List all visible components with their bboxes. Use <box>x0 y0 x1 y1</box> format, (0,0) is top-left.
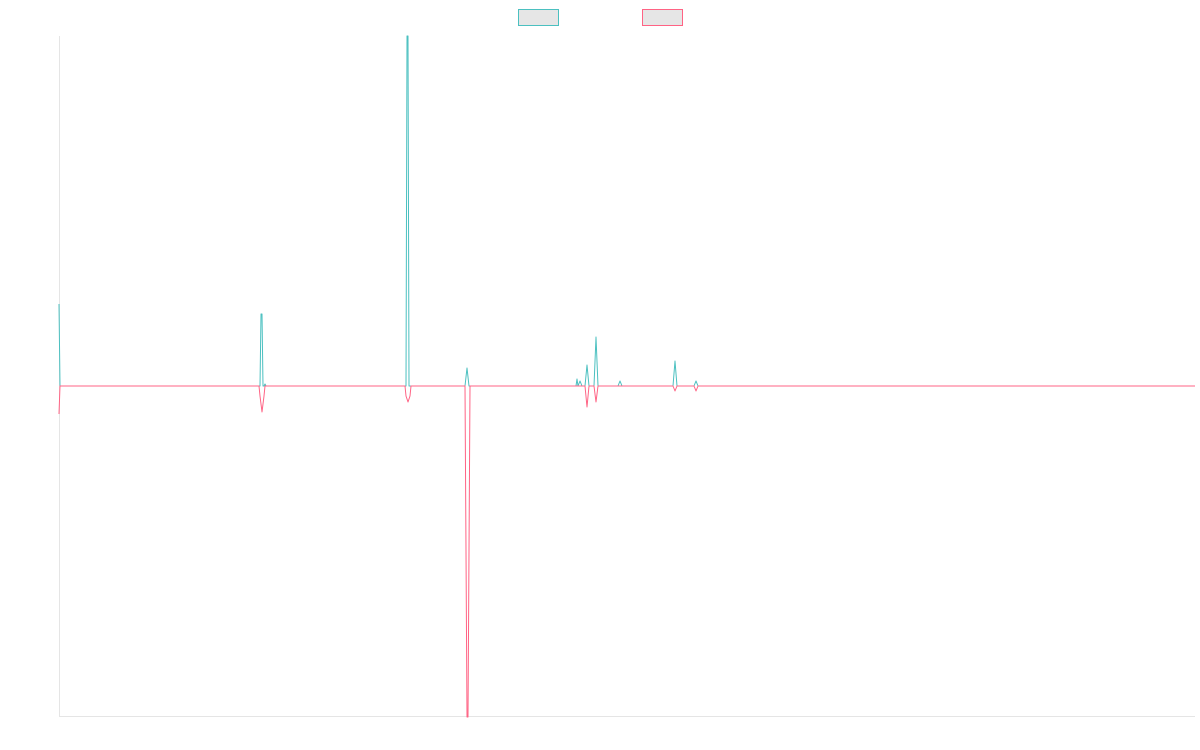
axes <box>59 36 1195 717</box>
series-line-1 <box>58 35 1195 387</box>
legend-swatch-2[interactable] <box>642 9 683 26</box>
legend <box>518 9 683 26</box>
legend-swatch-1[interactable] <box>518 9 559 26</box>
series-line-2 <box>58 385 1195 718</box>
series-group <box>58 35 1195 718</box>
